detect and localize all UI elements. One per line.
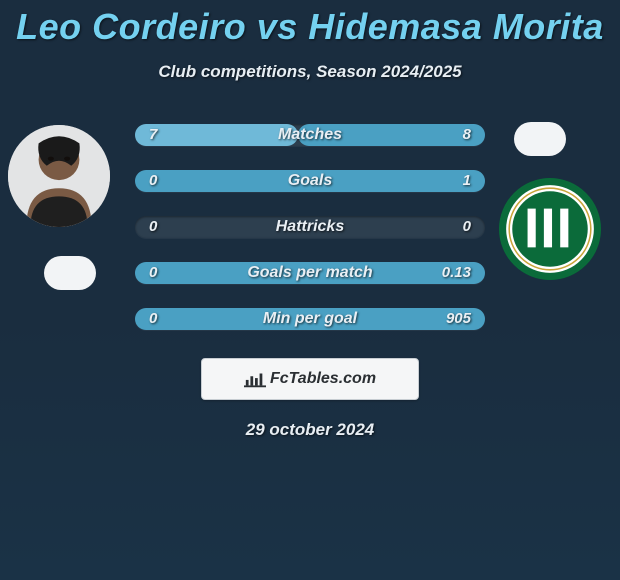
stat-value-left: 0 bbox=[149, 170, 157, 192]
stat-row: Min per goal0 905 bbox=[135, 308, 485, 330]
brand-text: FcTables.com bbox=[270, 370, 376, 388]
footer-date: 29 october 2024 bbox=[0, 420, 620, 440]
stat-value-right: 0 bbox=[463, 216, 471, 238]
stat-value-right: 905 bbox=[446, 308, 471, 330]
brand-badge: FcTables.com bbox=[201, 358, 419, 400]
stat-label: Min per goal bbox=[135, 308, 485, 330]
stat-value-right: 8 bbox=[463, 124, 471, 146]
stat-label: Goals bbox=[135, 170, 485, 192]
stat-label: Matches bbox=[135, 124, 485, 146]
player-2-flag bbox=[514, 122, 566, 156]
stat-value-left: 7 bbox=[149, 124, 157, 146]
stat-label: Hattricks bbox=[135, 216, 485, 238]
stat-row: Goals per match0 0.13 bbox=[135, 262, 485, 284]
stat-value-left: 0 bbox=[149, 262, 157, 284]
stat-label: Goals per match bbox=[135, 262, 485, 284]
stat-row: Goals0 1 bbox=[135, 170, 485, 192]
page-title: Leo Cordeiro vs Hidemasa Morita bbox=[0, 6, 620, 48]
stat-row: Hattricks0 0 bbox=[135, 216, 485, 238]
player-2-club-badge bbox=[499, 178, 601, 280]
stat-row: Matches7 8 bbox=[135, 124, 485, 146]
stat-value-right: 1 bbox=[463, 170, 471, 192]
player-1-avatar bbox=[8, 125, 110, 227]
player-1-flag bbox=[44, 256, 96, 290]
comparison-card: Leo Cordeiro vs Hidemasa Morita Club com… bbox=[0, 0, 620, 580]
page-subtitle: Club competitions, Season 2024/2025 bbox=[0, 62, 620, 82]
stat-value-right: 0.13 bbox=[442, 262, 471, 284]
bar-chart-icon bbox=[244, 370, 266, 388]
stat-value-left: 0 bbox=[149, 308, 157, 330]
stat-value-left: 0 bbox=[149, 216, 157, 238]
